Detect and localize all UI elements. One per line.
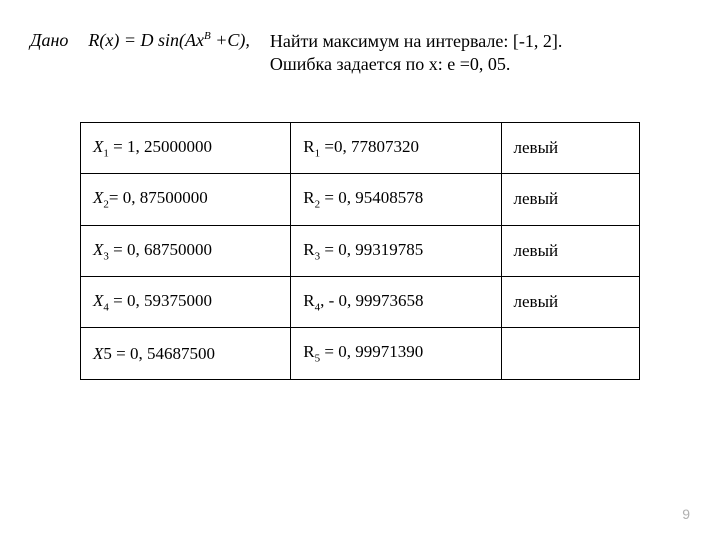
formula-suffix: +С), — [211, 30, 250, 50]
table-row: X2= 0, 87500000 R2 = 0, 95408578 левый — [81, 174, 640, 225]
r-cell: R2 = 0, 95408578 — [291, 174, 501, 225]
r-cell: R5 = 0, 99971390 — [291, 328, 501, 379]
x-cell: X3 = 0, 68750000 — [81, 225, 291, 276]
task-line1: Найти максимум на интервале: [-1, 2]. — [270, 30, 562, 53]
x-cell: X2= 0, 87500000 — [81, 174, 291, 225]
page-number: 9 — [682, 506, 690, 522]
x-cell: X5 = 0, 54687500 — [81, 328, 291, 379]
table-row: X1 = 1, 25000000 R1 =0, 77807320 левый — [81, 122, 640, 173]
task-line2: Ошибка задается по х: e =0, 05. — [270, 53, 562, 76]
given-label: Дано — [30, 30, 68, 51]
formula-prefix: R(x) = D sin(Ах — [88, 30, 204, 50]
r-cell: R4, - 0, 99973658 — [291, 276, 501, 327]
formula-exp: В — [204, 30, 211, 42]
x-cell: X1 = 1, 25000000 — [81, 122, 291, 173]
table-row: X3 = 0, 68750000 R3 = 0, 99319785 левый — [81, 225, 640, 276]
header: Дано R(x) = D sin(АхВ +С), Найти максиму… — [0, 0, 720, 77]
formula: R(x) = D sin(АхВ +С), — [88, 30, 250, 51]
table-row: X5 = 0, 54687500 R5 = 0, 99971390 — [81, 328, 640, 379]
side-cell — [501, 328, 639, 379]
task: Найти максимум на интервале: [-1, 2]. Ош… — [270, 30, 562, 77]
side-cell: левый — [501, 225, 639, 276]
r-cell: R3 = 0, 99319785 — [291, 225, 501, 276]
iteration-table: X1 = 1, 25000000 R1 =0, 77807320 левый X… — [80, 122, 640, 380]
side-cell: левый — [501, 276, 639, 327]
side-cell: левый — [501, 122, 639, 173]
x-cell: X4 = 0, 59375000 — [81, 276, 291, 327]
r-cell: R1 =0, 77807320 — [291, 122, 501, 173]
side-cell: левый — [501, 174, 639, 225]
table-row: X4 = 0, 59375000 R4, - 0, 99973658 левый — [81, 276, 640, 327]
